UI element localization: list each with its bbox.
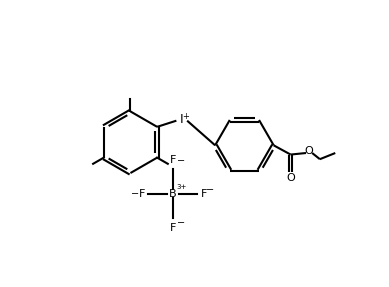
Text: +: + [182, 112, 189, 121]
Text: I: I [180, 113, 184, 126]
Text: B: B [169, 189, 177, 199]
Text: F: F [201, 189, 208, 199]
Text: O: O [305, 146, 314, 156]
Text: −: − [206, 185, 214, 195]
Text: −: − [177, 156, 185, 166]
Text: O: O [286, 173, 295, 183]
Text: F: F [139, 189, 145, 199]
Text: −: − [177, 218, 185, 228]
Text: −: − [131, 189, 139, 199]
Text: 3+: 3+ [177, 184, 187, 190]
Text: F: F [170, 155, 176, 165]
Text: F: F [170, 223, 176, 233]
